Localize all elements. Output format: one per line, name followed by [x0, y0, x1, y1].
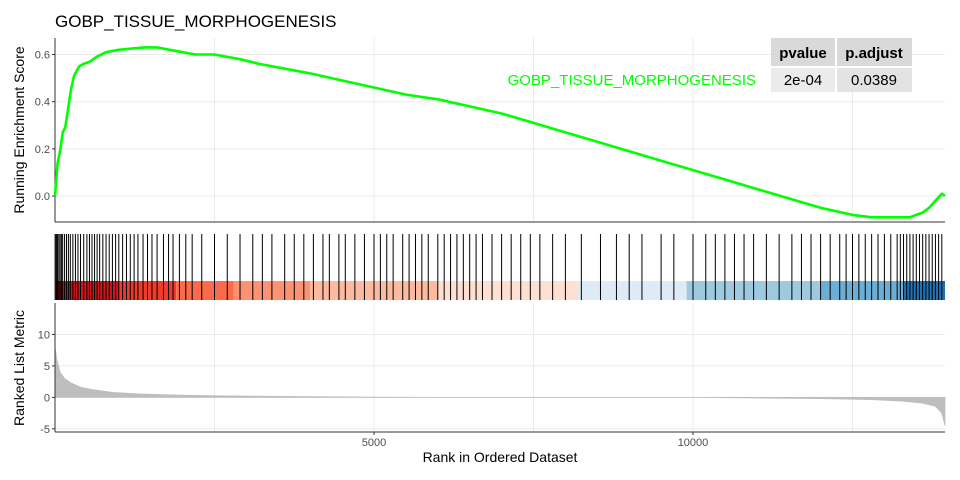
- series-label: GOBP_TISSUE_MORPHOGENESIS: [508, 72, 756, 89]
- rank-color-band: [820, 281, 904, 300]
- table-header-pvalue: pvalue: [779, 45, 827, 62]
- table-header-cell-padjust: [836, 38, 912, 67]
- stats-table: pvalue p.adjust 2e-04 0.0389 GOBP_TISSUE…: [508, 38, 912, 92]
- ranked-metric-area: [54, 346, 946, 426]
- y-tick-label: -5: [40, 424, 50, 436]
- x-tick-label: 5000: [362, 437, 386, 449]
- enrichment-panel: 0.0 0.2 0.4 0.6: [35, 38, 946, 223]
- y-tick-label: 0.6: [35, 50, 50, 62]
- rank-color-band: [437, 281, 579, 300]
- chart-title: GOBP_TISSUE_MORPHOGENESIS: [55, 12, 337, 31]
- y-tick-label: 0.4: [35, 97, 50, 109]
- x-tick-label: 10000: [678, 437, 709, 449]
- enrichment-curve: [53, 46, 946, 219]
- y-tick-label: 0: [44, 392, 50, 404]
- y-tick-label: 0.2: [35, 144, 50, 156]
- y-tick-label: 10: [38, 329, 50, 341]
- table-value-pvalue: 2e-04: [784, 72, 822, 89]
- hits-panel: [54, 234, 945, 300]
- table-cell-padjust: [836, 67, 912, 92]
- table-cell-pvalue: [771, 67, 836, 92]
- enrichment-y-axis-label: Running Enrichment Score: [11, 46, 27, 214]
- rank-color-band: [578, 281, 687, 300]
- table-header-cell-pvalue: [771, 38, 836, 67]
- rank-color-band: [903, 281, 945, 300]
- x-axis-label: Rank in Ordered Dataset: [423, 449, 578, 465]
- metric-y-axis-label: Ranked List Metric: [11, 310, 27, 426]
- table-value-padjust: 0.0389: [851, 72, 897, 89]
- metric-panel: -5 0 5 10 5000 10000: [38, 303, 946, 449]
- y-tick-label: 0.0: [35, 191, 50, 203]
- y-tick-label: 5: [44, 361, 50, 373]
- table-header-padjust: p.adjust: [845, 45, 903, 62]
- rank-color-band: [176, 281, 234, 300]
